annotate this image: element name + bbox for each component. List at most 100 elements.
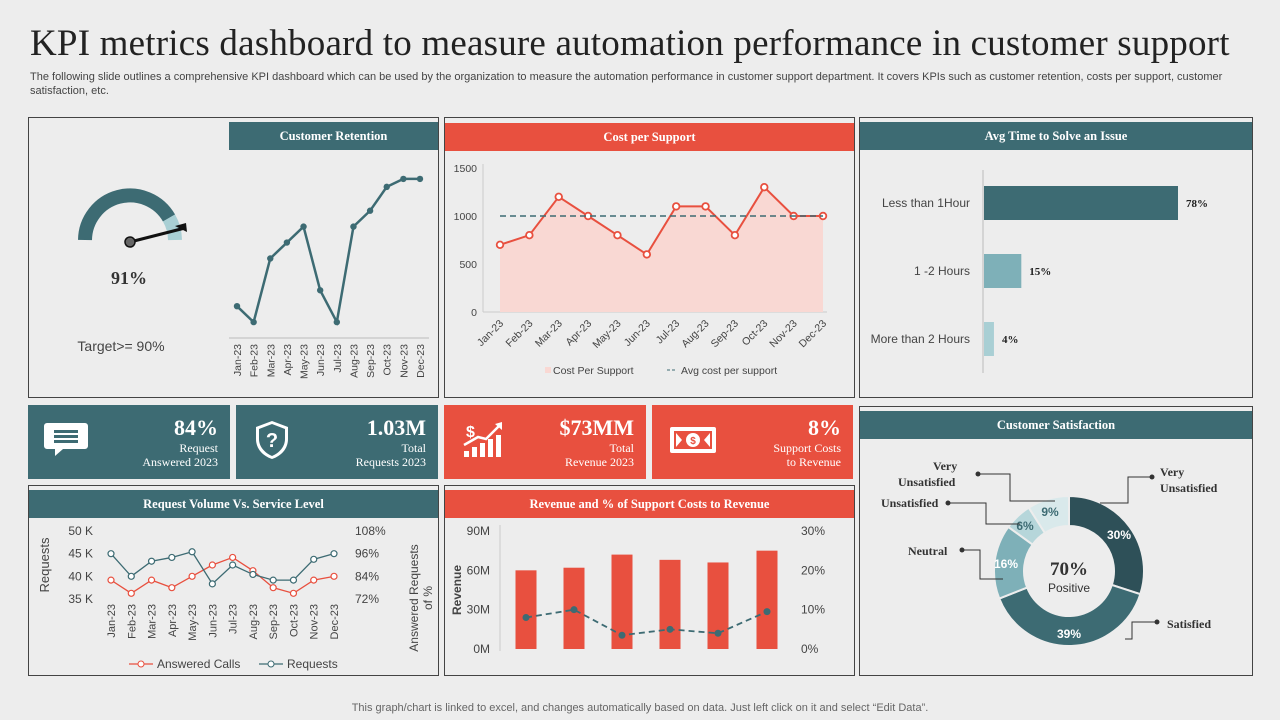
leader-satisfied xyxy=(1125,621,1157,640)
cost-x-tick: Jan-23 xyxy=(475,318,506,349)
kpi-support-costs[interactable]: $ 8% Support Costs to Revenue xyxy=(652,405,853,479)
cost-panel[interactable]: Cost per Support 0 500 1000 1500 Jan-23 Feb-2… xyxy=(444,117,855,398)
leader-dot xyxy=(1154,619,1160,625)
reqvol-legend-requests-marker xyxy=(267,660,275,668)
reqvol-x-tick: Mar-23 xyxy=(147,604,159,639)
revenue-right-tick: 0% xyxy=(801,642,819,656)
revenue-panel[interactable]: Revenue and % of Support Costs to Revenu… xyxy=(444,485,855,676)
retention-point xyxy=(416,175,424,183)
satisfaction-center-label: Positive xyxy=(1048,581,1090,595)
avgtime-value-label: 15% xyxy=(1029,266,1051,278)
kpi-label: Total Requests 2023 xyxy=(355,441,426,469)
gauge: 91% Target>= 90% xyxy=(77,188,187,354)
gauge-target: Target>= 90% xyxy=(77,338,164,354)
retention-chart: Jan-23 Feb-23 Mar-23 Apr-23 May-23 Jun-23 Jul-… xyxy=(229,175,429,379)
satisfaction-panel[interactable]: Customer Satisfaction 30% 39% 16% 6% 9% 70% Po… xyxy=(859,406,1253,676)
avgtime-category-label: Less than 1Hour xyxy=(882,196,970,210)
reqvol-right-tick: 84% xyxy=(355,569,379,583)
retention-tick-label: Oct-23 xyxy=(382,344,394,376)
reqvol-x-tick: Jul-23 xyxy=(228,604,240,634)
reqvol-x-tick: Feb-23 xyxy=(126,604,138,639)
cost-chart: 0 500 1000 1500 Jan-23Feb-23Mar-23Apr-23May-… xyxy=(454,163,830,377)
avgtime-category-label: 1 -2 Hours xyxy=(914,264,970,278)
svg-text:?: ? xyxy=(266,430,278,452)
cost-x-tick: Jun-23 xyxy=(622,318,653,349)
cost-x-tick: Jul-23 xyxy=(654,318,683,347)
satisfaction-title: Customer Satisfaction xyxy=(860,411,1252,439)
kpi-total-requests[interactable]: ? 1.03M Total Requests 2023 xyxy=(236,405,438,479)
leader-dot xyxy=(959,547,965,553)
reqvol-point xyxy=(147,576,156,584)
cost-y-tick: 1500 xyxy=(454,163,478,175)
page-title: KPI metrics dashboard to measure automat… xyxy=(30,23,1230,64)
legend-very-unsatisfied-left-2: Unsatisfied xyxy=(898,475,956,489)
revenue-bar xyxy=(659,559,681,649)
revenue-right-tick: 30% xyxy=(801,524,825,538)
reqvol-point xyxy=(107,550,115,558)
avgtime-panel[interactable]: Avg Time to Solve an Issue 78% Less than … xyxy=(859,117,1253,398)
retention-point xyxy=(383,183,390,191)
revenue-left-tick: 0M xyxy=(473,642,490,656)
revenue-growth-icon: $ xyxy=(460,419,506,466)
reqvol-point xyxy=(208,580,216,588)
reqvol-left-tick: 35 K xyxy=(68,592,93,606)
cost-y-tick: 500 xyxy=(459,259,477,271)
reqvol-point xyxy=(127,589,135,597)
revenue-axis-label: Revenue xyxy=(450,565,464,615)
retention-point xyxy=(316,287,324,294)
reqvol-point xyxy=(107,576,115,584)
revenue-left-tick: 30M xyxy=(467,603,490,617)
retention-title: Customer Retention xyxy=(229,122,438,150)
reqvol-point xyxy=(269,576,277,584)
retention-panel[interactable]: Customer Retention 91% Target>= 90% Jan-… xyxy=(28,117,439,398)
avg-legend-label: Avg cost per support xyxy=(681,365,777,377)
reqvol-panel[interactable]: Request Volume Vs. Service Level 35 K 40 … xyxy=(28,485,439,676)
kpi-request-answered[interactable]: 84% Request Answered 2023 xyxy=(28,405,230,479)
support-cost-point xyxy=(618,631,626,639)
reqvol-right-axis-label-1: Answered Requests xyxy=(407,544,421,651)
reqvol-point xyxy=(127,572,135,580)
svg-text:$: $ xyxy=(690,436,696,447)
svg-text:$: $ xyxy=(466,424,475,441)
kpi-total-revenue[interactable]: $ $73MM Total Revenue 2023 xyxy=(444,405,646,479)
kpi-label: Support Costs to Revenue xyxy=(773,441,841,469)
reqvol-left-tick: 40 K xyxy=(68,569,93,583)
retention-tick-label: Apr-23 xyxy=(282,344,294,376)
gauge-value: 91% xyxy=(111,268,147,288)
reqvol-chart: 35 K 40 K 45 K 50 K 72% 84% 96% 108% Requests Ans… xyxy=(37,524,435,671)
revenue-bar xyxy=(756,550,778,649)
kpi-label: Total Revenue 2023 xyxy=(565,441,634,469)
cost-point xyxy=(730,230,740,240)
retention-point xyxy=(283,239,291,246)
reqvol-x-tick: Apr-23 xyxy=(167,604,179,637)
page-subtitle: The following slide outlines a comprehen… xyxy=(30,71,1223,97)
cost-point xyxy=(701,202,710,211)
reqvol-point xyxy=(168,584,176,592)
satisfaction-slice-label: 30% xyxy=(1107,528,1131,542)
retention-tick-label: Jul-23 xyxy=(332,344,344,373)
reqvol-x-tick: Nov-23 xyxy=(309,604,321,639)
support-cost-point xyxy=(522,614,530,622)
avgtime-bar xyxy=(984,254,1022,288)
reqvol-point xyxy=(188,572,196,580)
satisfaction-slice-label: 39% xyxy=(1057,627,1081,641)
reqvol-legend-requests: Requests xyxy=(287,657,338,671)
retention-point xyxy=(233,302,241,310)
retention-tick-label: May-23 xyxy=(299,344,311,379)
reqvol-left-axis-label: Requests xyxy=(37,537,52,592)
reqvol-point xyxy=(310,555,318,563)
avgtime-value-label: 4% xyxy=(1002,334,1019,346)
retention-point xyxy=(350,223,357,230)
reqvol-left-tick: 50 K xyxy=(68,524,93,538)
kpi-label: Request Answered 2023 xyxy=(142,441,218,469)
satisfaction-center-value: 70% xyxy=(1050,559,1088,580)
cost-y-tick: 1000 xyxy=(454,211,478,223)
shield-question-icon: ? xyxy=(252,419,292,466)
cost-area xyxy=(500,187,823,312)
reqvol-point xyxy=(269,584,277,592)
cost-x-tick: Feb-23 xyxy=(503,318,535,350)
legend-neutral: Neutral xyxy=(908,544,948,558)
revenue-bar xyxy=(707,562,729,649)
retention-point xyxy=(250,318,257,326)
reqvol-point xyxy=(188,548,196,556)
